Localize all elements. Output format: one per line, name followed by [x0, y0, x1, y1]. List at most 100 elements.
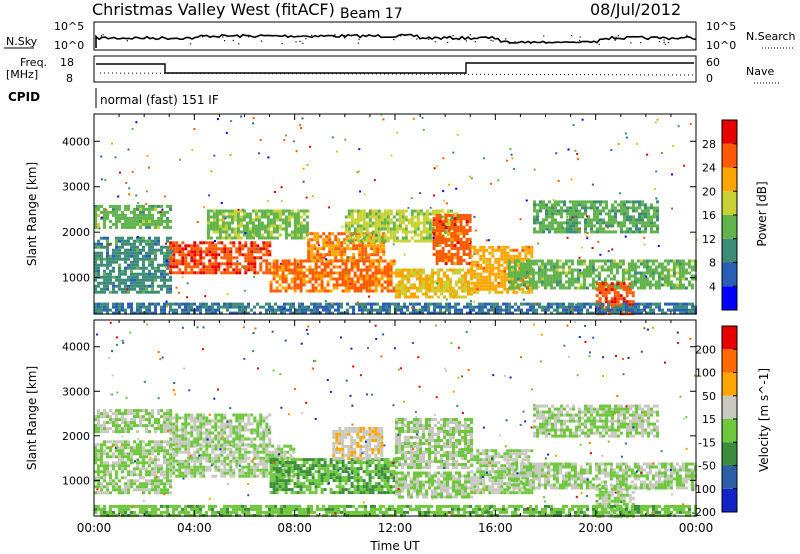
heatmap-cell — [422, 224, 426, 228]
heatmap-cell — [681, 271, 685, 275]
heatmap-cell — [506, 266, 510, 270]
heatmap-cell — [599, 209, 602, 213]
heatmap-cell — [690, 268, 694, 272]
heatmap-cell — [515, 248, 519, 252]
heatmap-cell — [394, 305, 397, 309]
heatmap-cell — [100, 210, 103, 214]
heatmap-cell — [641, 218, 644, 222]
heatmap-cell — [287, 233, 291, 237]
heatmap-cell — [311, 283, 315, 287]
heatmap-cell — [406, 308, 409, 312]
heatmap-cell — [239, 215, 243, 219]
heatmap-cell — [591, 262, 595, 266]
heatmap-cell — [259, 256, 263, 260]
heatmap-cell — [97, 452, 100, 456]
heatmap-cell — [604, 308, 607, 312]
heatmap-cell — [248, 227, 252, 231]
heatmap-cell — [499, 305, 502, 309]
heatmap-cell — [115, 257, 118, 261]
heatmap-cell — [184, 308, 187, 312]
heatmap-cell — [124, 278, 127, 282]
heatmap-cell — [206, 209, 210, 213]
heatmap-cell — [154, 449, 157, 453]
heatmap-cell — [528, 280, 532, 284]
heatmap-cell — [617, 209, 620, 213]
heatmap-cell — [284, 277, 288, 281]
heatmap-cell — [280, 186, 283, 189]
heatmap-cell — [443, 280, 446, 284]
heatmap-cell — [382, 244, 386, 248]
heatmap-cell — [284, 209, 288, 213]
heatmap-cell — [353, 265, 357, 269]
heatmap-cell — [425, 277, 428, 281]
heatmap-cell — [590, 206, 593, 210]
heatmap-cell — [401, 268, 404, 272]
heatmap-cell — [281, 277, 285, 281]
heatmap-cell — [376, 308, 379, 312]
heatmap-cell — [209, 227, 213, 231]
heatmap-cell — [100, 204, 103, 208]
heatmap-cell — [571, 302, 574, 306]
heatmap-cell — [556, 308, 559, 312]
heatmap-cell — [413, 271, 416, 275]
heatmap-cell — [528, 265, 532, 269]
heatmap-cell — [302, 227, 306, 231]
heatmap-cell — [490, 302, 493, 306]
heatmap-cell — [359, 227, 363, 231]
heatmap-cell — [371, 212, 375, 216]
noise-sky-label: N.Sky — [6, 35, 38, 48]
heatmap-cell — [137, 202, 139, 205]
heatmap-cell — [154, 275, 157, 279]
heatmap-cell — [448, 305, 451, 309]
heatmap-cell — [350, 265, 354, 269]
heatmap-cell — [450, 241, 454, 244]
heatmap-cell — [112, 461, 115, 465]
heatmap-cell — [287, 271, 291, 275]
heatmap-cell — [439, 308, 442, 312]
heatmap-cell — [260, 227, 264, 231]
heatmap-cell — [329, 262, 333, 266]
heatmap-cell — [606, 265, 610, 269]
heatmap-cell — [275, 218, 279, 222]
heatmap-cell — [343, 250, 347, 254]
heatmap-cell — [361, 250, 365, 254]
heatmap-cell — [151, 287, 154, 291]
heatmap-cell — [516, 259, 520, 263]
heatmap-cell — [283, 307, 286, 310]
heatmap-cell — [370, 259, 374, 263]
heatmap-cell — [576, 153, 579, 155]
heatmap-cell — [133, 225, 136, 229]
heatmap-cell — [130, 275, 133, 279]
heatmap-cell — [214, 240, 216, 243]
heatmap-cell — [169, 241, 173, 245]
heatmap-cell — [136, 479, 139, 483]
heatmap-cell — [569, 209, 572, 213]
heatmap-cell — [281, 280, 285, 284]
heatmap-cell — [284, 274, 288, 278]
heatmap-cell — [109, 476, 112, 480]
heatmap-cell — [106, 308, 109, 312]
heatmap-cell — [642, 277, 646, 281]
heatmap-cell — [367, 302, 370, 306]
heatmap-cell — [325, 253, 329, 257]
heatmap-cell — [133, 275, 136, 279]
heatmap-cell — [531, 268, 535, 272]
heatmap-cell — [157, 263, 160, 267]
heatmap-cell — [178, 271, 182, 275]
heatmap-cell — [241, 253, 245, 257]
heatmap-cell — [124, 248, 127, 252]
heatmap-cell — [419, 271, 422, 275]
heatmap-cell — [248, 215, 252, 219]
heatmap-cell — [94, 225, 97, 229]
heatmap-cell — [310, 256, 314, 260]
heatmap-cell — [635, 206, 638, 210]
heatmap-cell — [208, 244, 212, 248]
heatmap-cell — [657, 283, 661, 287]
heatmap-cell — [611, 209, 614, 213]
heatmap-cell — [229, 305, 232, 309]
heatmap-cell — [386, 271, 390, 275]
heatmap-cell — [597, 307, 600, 310]
heatmap-cell — [106, 302, 109, 306]
heatmap-cell — [362, 274, 366, 278]
